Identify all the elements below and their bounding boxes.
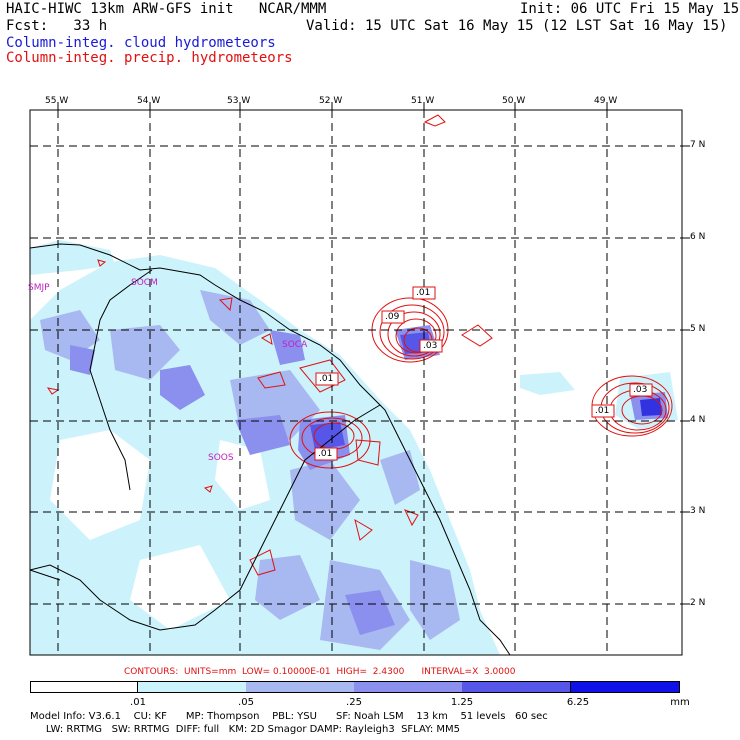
station-label-soos: SOOS <box>208 453 234 463</box>
legend-swatch <box>462 681 570 693</box>
station-label-socm: SOCM <box>131 278 158 288</box>
station-label-soca: SOCA <box>282 340 308 350</box>
lon-label-54w: 54 W <box>137 96 161 106</box>
station-label-smjp: SMJP <box>28 283 50 293</box>
lon-label-51w: 51 W <box>411 96 435 106</box>
init-time: Init: 06 UTC Fri 15 May 15 <box>520 1 740 17</box>
lon-label-49w: 49 W <box>594 96 618 106</box>
legend-label: .25 <box>346 697 362 708</box>
field-precip-label: Column-integ. precip. hydrometeors <box>6 50 293 66</box>
lon-label-52w: 52 W <box>319 96 343 106</box>
contour-label: .01 <box>319 374 334 384</box>
model-info-line2: LW: RRTMG SW: RRTMG DIFF: full KM: 2D Sm… <box>30 724 460 735</box>
lat-lon-grid <box>30 110 682 655</box>
axis-ticks <box>57 102 690 605</box>
legend-label: .01 <box>130 697 146 708</box>
contour-label: .01 <box>595 406 610 416</box>
legend-swatch <box>354 681 462 693</box>
lat-label-4n: 4 N <box>690 415 706 425</box>
legend-label: .05 <box>238 697 254 708</box>
forecast-hour: Fcst: 33 h <box>6 18 108 34</box>
contour-label: .03 <box>633 385 648 395</box>
valid-time: Valid: 15 UTC Sat 16 May 15 (12 LST Sat … <box>306 18 728 34</box>
lat-label-7n: 7 N <box>690 140 706 150</box>
lat-label-6n: 6 N <box>690 232 706 242</box>
lat-label-3n: 3 N <box>690 506 706 516</box>
contour-label-boxes <box>314 286 653 461</box>
contour-label: .01 <box>416 288 431 298</box>
field-cloud-label: Column-integ. cloud hydrometeors <box>6 35 276 51</box>
lat-label-2n: 2 N <box>690 598 706 608</box>
legend-swatch <box>246 681 354 693</box>
legend-label: 6.25 <box>566 697 590 708</box>
legend-swatch <box>138 681 246 693</box>
contour-label: .09 <box>385 312 400 322</box>
lon-label-55w: 55 W <box>45 96 69 106</box>
legend-swatch <box>30 681 138 693</box>
legend-swatch <box>570 681 680 693</box>
contours-info: CONTOURS: UNITS=mm LOW= 0.10000E-01 HIGH… <box>124 667 516 677</box>
lon-label-53w: 53 W <box>227 96 251 106</box>
lat-label-5n: 5 N <box>690 324 706 334</box>
model-title: HAIC-HIWC 13km ARW-GFS init NCAR/MMM <box>6 1 327 17</box>
cloud-shading <box>30 240 678 655</box>
model-info-line1: Model Info: V3.6.1 CU: KF MP: Thompson P… <box>30 711 548 722</box>
legend-unit: mm <box>670 697 690 708</box>
legend-label: 1.25 <box>450 697 474 708</box>
lon-label-50w: 50 W <box>502 96 526 106</box>
contour-label: .01 <box>318 449 333 459</box>
contour-label: .03 <box>423 341 438 351</box>
map-frame <box>29 109 683 656</box>
